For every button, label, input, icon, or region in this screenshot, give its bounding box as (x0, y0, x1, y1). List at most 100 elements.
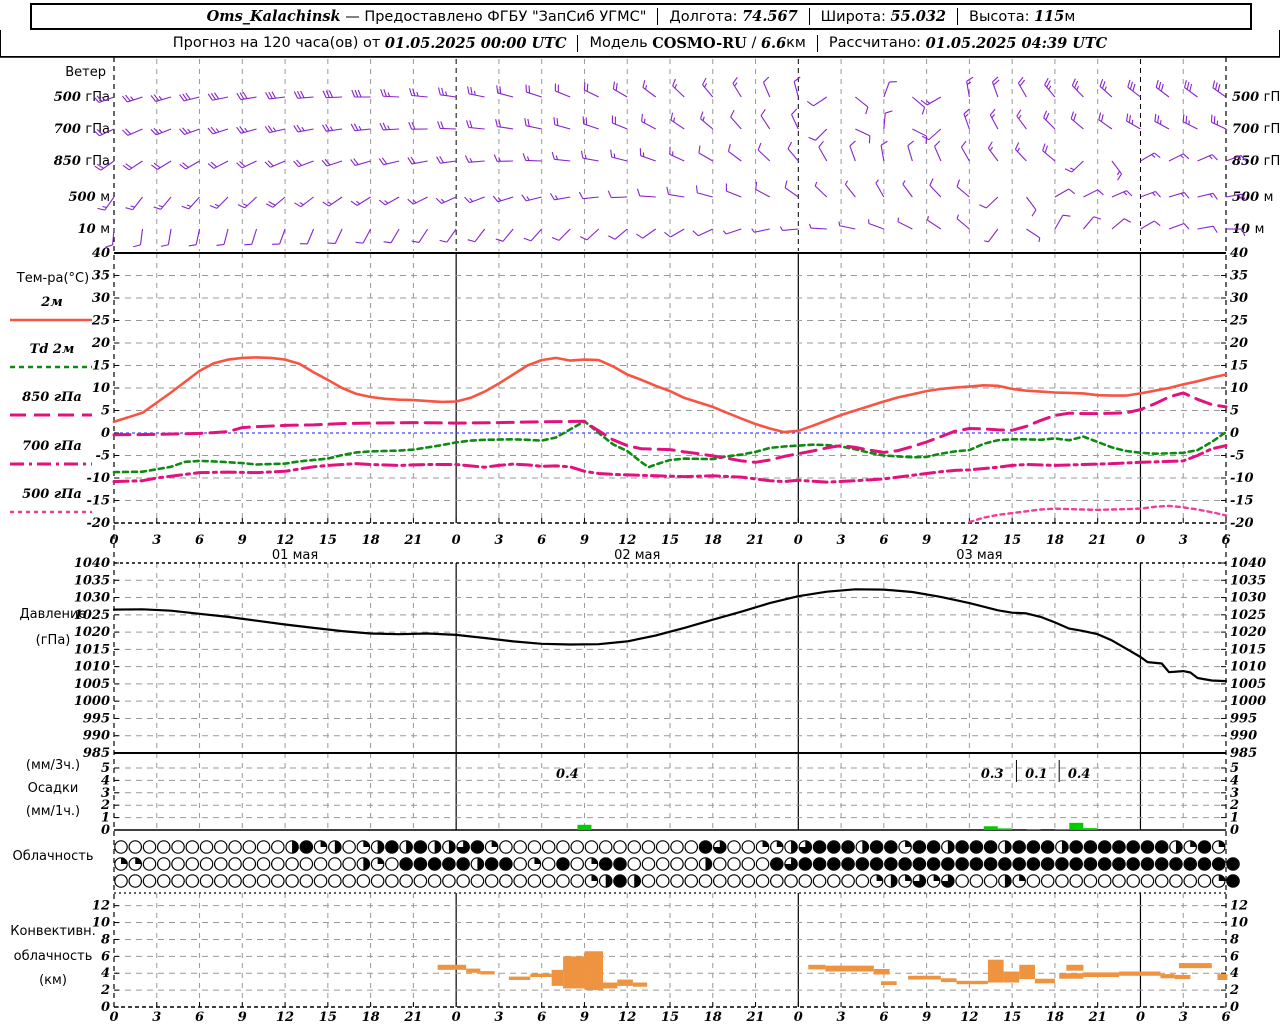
svg-text:0: 0 (101, 1000, 110, 1015)
svg-text:1000: 1000 (1230, 694, 1266, 709)
svg-text:6: 6 (101, 949, 110, 964)
svg-text:6: 6 (537, 533, 546, 548)
svg-text:15: 15 (1003, 1010, 1021, 1024)
provided-by: Предоставлено ФГБУ "ЗапСиб УГМС" (364, 8, 647, 25)
longitude-label: Долгота: (669, 8, 738, 25)
svg-text:850 гПа: 850 гПа (22, 390, 82, 405)
svg-text:0: 0 (109, 1010, 118, 1024)
convective-cloud-bar (873, 969, 890, 975)
svg-text:21: 21 (745, 533, 764, 548)
convective-cloud-bar (1217, 974, 1228, 980)
convective-bars (437, 951, 1228, 991)
cloud-okta-symbol (442, 874, 456, 888)
cloud-okta-symbol (1197, 874, 1212, 888)
cloud-okta-symbol (356, 874, 371, 888)
cloud-okta-symbol (299, 857, 314, 871)
svg-text:6: 6 (195, 533, 204, 548)
temperature-series-700-гПа (112, 444, 1228, 484)
precip-bar (1026, 829, 1041, 830)
cloud-okta-symbol (955, 874, 969, 888)
svg-text:02 мая: 02 мая (614, 548, 660, 563)
cloud-okta-symbol (171, 857, 185, 871)
convective-cloud-bar (1160, 974, 1175, 979)
cloud-okta-symbol (541, 857, 556, 871)
convective-cloud-bar (1003, 971, 1020, 983)
svg-text:10 м: 10 м (78, 222, 110, 237)
svg-text:-20: -20 (1230, 516, 1254, 531)
svg-text:0: 0 (452, 533, 461, 548)
pressure-title-1: Давление (19, 607, 87, 622)
cloud-okta-symbol (114, 840, 128, 854)
svg-text:850 гПа: 850 гПа (54, 154, 110, 169)
convective-cloud-bar (480, 971, 495, 975)
cloud-okta-symbol (427, 874, 442, 888)
svg-text:21: 21 (1088, 533, 1107, 548)
cloud-okta-symbol (1183, 874, 1198, 888)
svg-text:6: 6 (879, 1010, 888, 1024)
convective-title-1: Конвективн. (10, 924, 96, 939)
convective-cloud-bar (908, 975, 941, 980)
svg-text:10: 10 (92, 381, 110, 396)
cloud-okta-symbol (1097, 874, 1112, 888)
svg-text:1020: 1020 (1230, 625, 1266, 640)
svg-text:6: 6 (1230, 949, 1239, 964)
svg-text:700 гПа: 700 гПа (1232, 122, 1280, 137)
svg-text:1035: 1035 (1230, 573, 1266, 588)
cloud-okta-symbol (655, 874, 670, 888)
svg-text:1025: 1025 (74, 608, 110, 623)
cloud-okta-symbol (684, 874, 699, 888)
cloud-okta-symbol (684, 840, 699, 854)
svg-text:0: 0 (101, 823, 110, 838)
svg-text:2: 2 (100, 798, 110, 813)
svg-text:5: 5 (101, 761, 110, 776)
svg-text:9: 9 (580, 533, 589, 548)
cloud-okta-symbol (570, 840, 585, 854)
cloud-okta-symbol (741, 840, 756, 854)
svg-text:0: 0 (101, 426, 110, 441)
svg-text:1: 1 (1230, 811, 1239, 826)
svg-text:995: 995 (83, 711, 110, 726)
model-label: Модель (589, 35, 648, 51)
cloud-okta-symbol (570, 857, 585, 871)
cloud-okta-symbol (670, 840, 684, 854)
svg-text:30: 30 (1230, 291, 1248, 306)
svg-text:20: 20 (91, 336, 110, 351)
svg-text:15: 15 (319, 1010, 337, 1024)
convective-cloud-bar (1059, 973, 1084, 979)
svg-text:15: 15 (92, 359, 110, 374)
svg-text:01 мая: 01 мая (272, 548, 318, 563)
svg-text:995: 995 (1230, 711, 1257, 726)
cloud-okta-symbol (171, 874, 185, 888)
cloud-okta-symbol (313, 874, 328, 888)
svg-text:3: 3 (1179, 1010, 1188, 1024)
svg-text:3: 3 (837, 1010, 846, 1024)
svg-text:9: 9 (238, 1010, 247, 1024)
cloud-okta-symbol (1069, 874, 1083, 888)
cloud-okta-symbol (156, 840, 171, 854)
cloud-okta-symbol (1140, 874, 1155, 888)
svg-text:18: 18 (1046, 533, 1064, 548)
svg-text:5: 5 (101, 404, 110, 419)
svg-text:9: 9 (238, 533, 247, 548)
svg-text:21: 21 (403, 533, 422, 548)
temperature-series-2м (112, 356, 1228, 434)
svg-text:18: 18 (704, 1010, 722, 1024)
svg-text:4: 4 (1230, 966, 1239, 981)
precip-unit-3h: (мм/3ч.) (25, 758, 81, 773)
svg-text:1025: 1025 (1230, 608, 1266, 623)
latitude-label: Широта: (820, 8, 886, 25)
convective-cloud-bar (632, 982, 648, 987)
cloud-okta-symbol (741, 857, 756, 871)
cloud-okta-symbol (256, 840, 271, 854)
svg-text:1020: 1020 (74, 625, 110, 640)
svg-text:6: 6 (195, 1010, 204, 1024)
calc-label: Рассчитано: (828, 35, 922, 51)
svg-text:1040: 1040 (1230, 556, 1266, 571)
cloud-okta-symbol (527, 874, 542, 888)
cloud-okta-symbol (556, 874, 570, 888)
cloud-okta-symbol (1026, 874, 1041, 888)
convective-cloud-bar (1119, 971, 1161, 976)
cloud-okta-symbol (213, 874, 228, 888)
svg-text:-20: -20 (87, 516, 111, 531)
